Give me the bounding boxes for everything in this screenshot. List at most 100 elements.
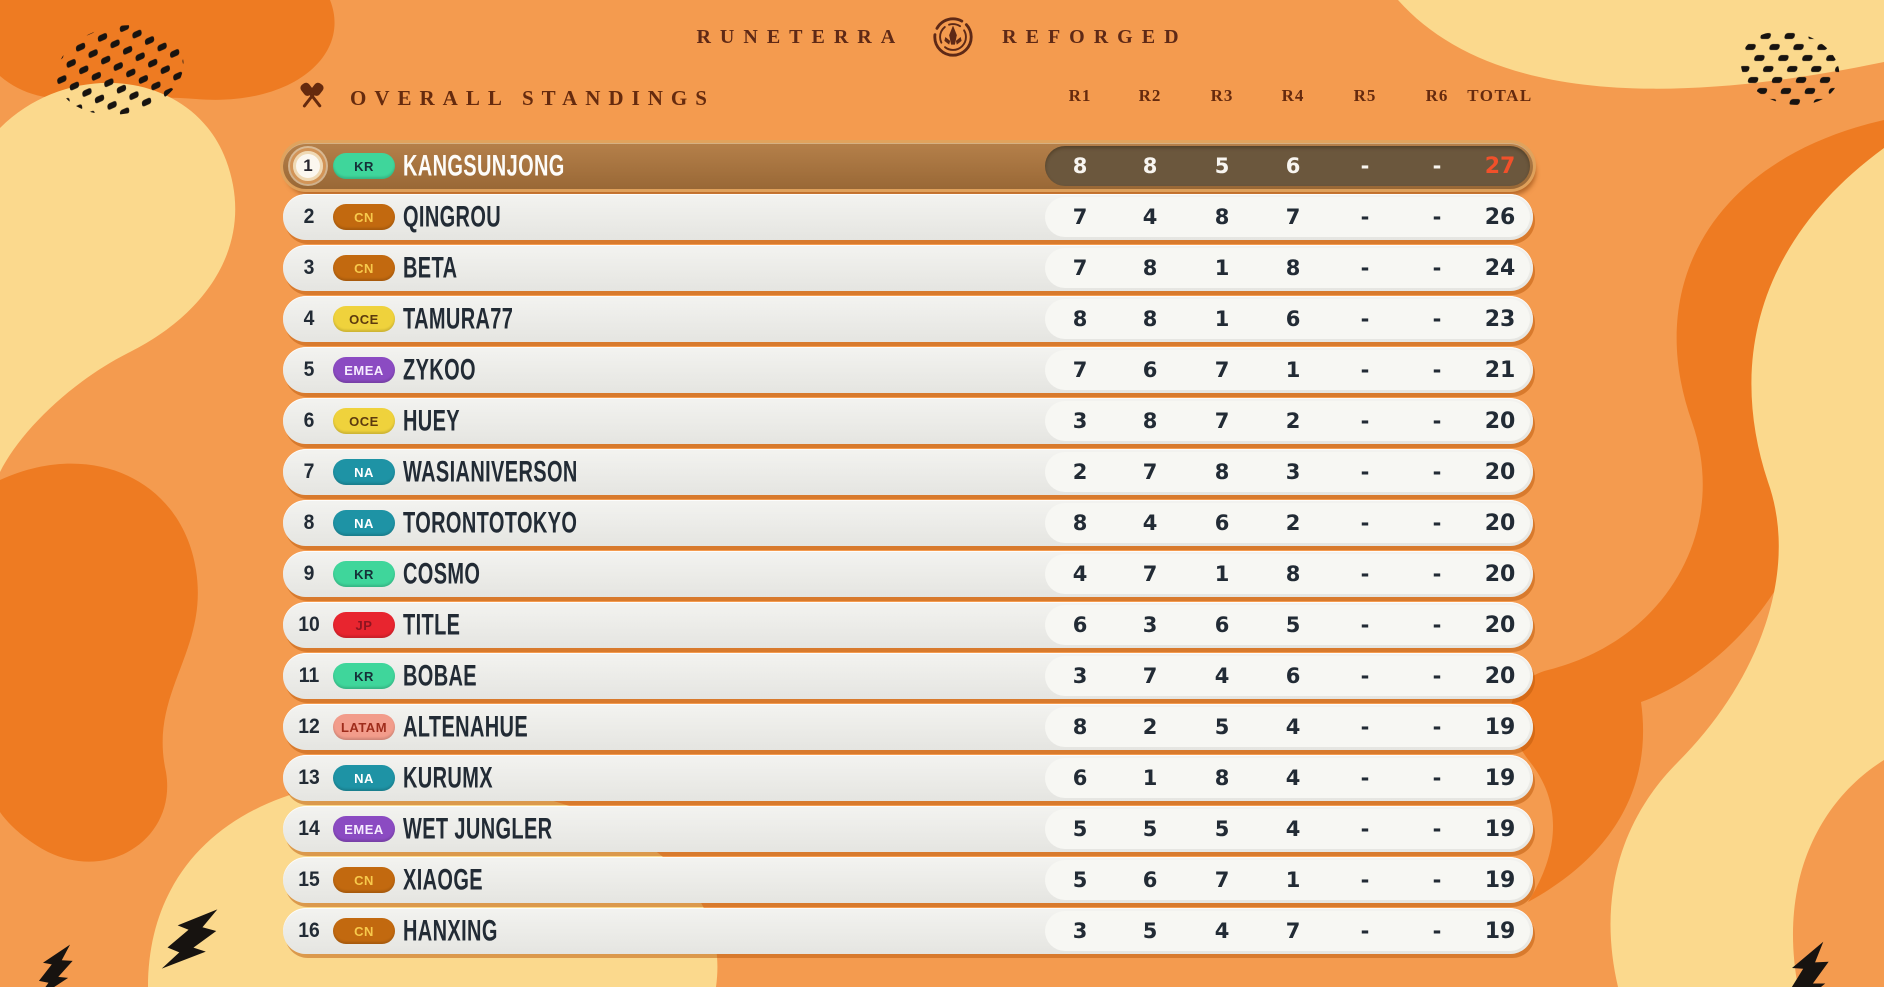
- standings-row[interactable]: 11 KR BOBAE 3 7 4 6 - - 20: [283, 653, 1533, 699]
- score-total: 20: [1484, 612, 1516, 638]
- score-r3: 8: [1214, 205, 1230, 229]
- column-header-r5: R5: [1353, 86, 1377, 105]
- score-r1: 8: [1072, 154, 1088, 178]
- column-header-r1: R1: [1068, 86, 1092, 105]
- standings-row[interactable]: 7 NA WASIANIVERSON 2 7 8 3 - - 20: [283, 449, 1533, 495]
- score-r6: -: [1432, 460, 1442, 484]
- standings-row[interactable]: 8 NA TORONTOTOKYO 8 4 6 2 - - 20: [283, 500, 1533, 546]
- player-name: XIAOGE: [403, 863, 483, 896]
- score-total: 24: [1484, 255, 1516, 281]
- standings-row[interactable]: 12 LATAM ALTENAHUE 8 2 5 4 - - 19: [283, 704, 1533, 750]
- score-r1: 3: [1072, 409, 1088, 433]
- score-r1: 5: [1072, 868, 1088, 892]
- player-name: TORONTOTOKYO: [403, 506, 578, 539]
- score-r2: 4: [1142, 205, 1158, 229]
- score-total: 27: [1484, 153, 1516, 179]
- region-badge: CN: [333, 204, 395, 230]
- score-r5: -: [1360, 511, 1370, 535]
- player-name: BETA: [403, 251, 458, 284]
- score-r2: 7: [1142, 664, 1158, 688]
- score-r2: 8: [1142, 256, 1158, 280]
- score-r1: 7: [1072, 358, 1088, 382]
- score-r3: 5: [1214, 817, 1230, 841]
- score-r6: -: [1432, 919, 1442, 943]
- score-r6: -: [1432, 409, 1442, 433]
- region-badge: KR: [333, 663, 395, 689]
- score-r2: 6: [1142, 868, 1158, 892]
- rank-number: 4: [303, 307, 315, 330]
- score-r5: -: [1360, 868, 1370, 892]
- score-r6: -: [1432, 511, 1442, 535]
- score-r1: 7: [1072, 205, 1088, 229]
- region-badge: EMEA: [333, 357, 395, 383]
- lightning-bolt-bottom-right-icon: [1789, 941, 1829, 987]
- scores-capsule: [1045, 758, 1530, 798]
- score-r6: -: [1432, 868, 1442, 892]
- score-r3: 6: [1214, 613, 1230, 637]
- score-r2: 8: [1142, 307, 1158, 331]
- crossed-paddles-icon: [300, 82, 324, 108]
- region-badge: EMEA: [333, 816, 395, 842]
- score-total: 26: [1484, 204, 1516, 230]
- score-r3: 8: [1214, 460, 1230, 484]
- score-r4: 1: [1285, 358, 1301, 382]
- rank-number: 14: [298, 817, 320, 840]
- score-r4: 1: [1285, 868, 1301, 892]
- player-name: WASIANIVERSON: [403, 455, 578, 488]
- standings-row[interactable]: 14 EMEA WET JUNGLER 5 5 5 4 - - 19: [283, 806, 1533, 852]
- score-r3: 4: [1214, 664, 1230, 688]
- score-r5: -: [1360, 817, 1370, 841]
- score-r3: 1: [1214, 256, 1230, 280]
- score-r5: -: [1360, 256, 1370, 280]
- score-total: 20: [1484, 408, 1516, 434]
- column-header-r2: R2: [1138, 86, 1162, 105]
- score-r1: 4: [1072, 562, 1088, 586]
- region-badge: KR: [333, 153, 395, 179]
- rank-number: 7: [303, 460, 315, 483]
- score-r3: 8: [1214, 766, 1230, 790]
- score-r1: 7: [1072, 256, 1088, 280]
- score-r6: -: [1432, 307, 1442, 331]
- score-r2: 5: [1142, 919, 1158, 943]
- standings-row[interactable]: 13 NA KURUMX 6 1 8 4 - - 19: [283, 755, 1533, 801]
- scores-capsule: [1045, 197, 1530, 237]
- standings-row[interactable]: 3 CN BETA 7 8 1 8 - - 24: [283, 245, 1533, 291]
- standings-row[interactable]: 9 KR COSMO 4 7 1 8 - - 20: [283, 551, 1533, 597]
- score-r5: -: [1360, 358, 1370, 382]
- score-r2: 2: [1142, 715, 1158, 739]
- player-name: ALTENAHUE: [403, 710, 529, 743]
- standings-heading: OVERALL STANDINGS: [350, 85, 715, 110]
- score-total: 19: [1484, 816, 1516, 842]
- standings-row[interactable]: 6 OCE HUEY 3 8 7 2 - - 20: [283, 398, 1533, 444]
- score-r4: 6: [1285, 307, 1301, 331]
- first-place-medal-icon: 1: [290, 148, 326, 184]
- column-header-r6: R6: [1425, 86, 1449, 105]
- score-r1: 6: [1072, 766, 1088, 790]
- scores-capsule: [1045, 911, 1530, 951]
- score-r4: 4: [1285, 715, 1301, 739]
- region-badge: OCE: [333, 408, 395, 434]
- score-r3: 7: [1214, 358, 1230, 382]
- score-r6: -: [1432, 613, 1442, 637]
- score-r6: -: [1432, 358, 1442, 382]
- standings-row[interactable]: 16 CN HANXING 3 5 4 7 - - 19: [283, 908, 1533, 954]
- region-badge: JP: [333, 612, 395, 638]
- region-badge: NA: [333, 459, 395, 485]
- standings-row[interactable]: 15 CN XIAOGE 5 6 7 1 - - 19: [283, 857, 1533, 903]
- score-total: 20: [1484, 663, 1516, 689]
- standings-row[interactable]: 5 EMEA ZYKOO 7 6 7 1 - - 21: [283, 347, 1533, 393]
- score-r1: 8: [1072, 511, 1088, 535]
- score-r2: 3: [1142, 613, 1158, 637]
- score-r6: -: [1432, 562, 1442, 586]
- standings-row[interactable]: 10 JP TITLE 6 3 6 5 - - 20: [283, 602, 1533, 648]
- standings-row[interactable]: 1 KR KANGSUNJONG 8 8 5 6 - - 27: [283, 143, 1533, 189]
- score-r6: -: [1432, 715, 1442, 739]
- standings-row[interactable]: 4 OCE TAMURA77 8 8 1 6 - - 23: [283, 296, 1533, 342]
- lightning-bolt-left-edge-icon: [37, 944, 73, 987]
- standings-row[interactable]: 2 CN QINGROU 7 4 8 7 - - 26: [283, 194, 1533, 240]
- scores-capsule: [1045, 860, 1530, 900]
- rank-number: 6: [303, 409, 315, 432]
- score-r2: 4: [1142, 511, 1158, 535]
- region-badge: CN: [333, 918, 395, 944]
